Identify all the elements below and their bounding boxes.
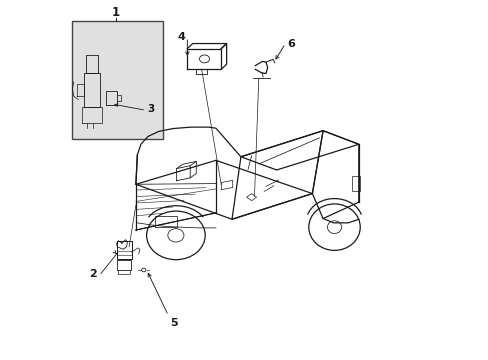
Text: 3: 3	[147, 104, 154, 113]
Text: 4: 4	[177, 32, 185, 42]
Text: 6: 6	[287, 39, 295, 49]
FancyBboxPatch shape	[72, 21, 163, 139]
Text: 2: 2	[89, 269, 97, 279]
Text: 5: 5	[170, 318, 178, 328]
Text: 1: 1	[112, 6, 120, 19]
